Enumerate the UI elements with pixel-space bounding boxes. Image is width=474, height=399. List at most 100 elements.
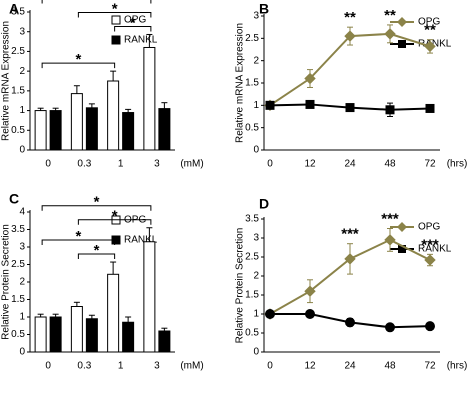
y-tick-label: 2 [253, 271, 259, 282]
x-tick-label: 48 [384, 361, 396, 372]
bar [70, 306, 83, 353]
bar [107, 273, 120, 353]
bar [122, 112, 135, 151]
y-tick-label: 3.5 [11, 7, 25, 18]
significance-star: * [75, 51, 81, 68]
x-tick-label: 12 [304, 159, 316, 170]
y-tick-label: 2.5 [11, 259, 25, 270]
bar [143, 46, 156, 151]
x-tick-label: 3 [154, 159, 160, 170]
x-tick-label: 24 [344, 159, 356, 170]
marker [384, 234, 396, 246]
y-tick-label: 3 [19, 242, 25, 253]
y-tick-label: 0 [19, 145, 25, 156]
y-tick-label: 0 [253, 145, 259, 156]
panel-letter: D [259, 196, 269, 212]
y-tick-label: 0 [19, 347, 25, 358]
x-tick-label: 1 [118, 361, 124, 372]
y-tick-label: 3 [253, 11, 259, 22]
marker [304, 72, 316, 85]
y-tick-label: 2 [253, 55, 259, 66]
marker [344, 253, 356, 265]
x-tick-label: 0 [45, 159, 51, 170]
bar [143, 241, 156, 353]
y-tick-label: 1 [253, 309, 259, 320]
y-tick-label: 2 [19, 66, 25, 77]
significance-bracket [77, 253, 116, 260]
legend-label: RANKL [418, 39, 452, 50]
y-tick-label: 0 [253, 347, 259, 358]
y-tick-label: 2.5 [245, 252, 259, 263]
bar [34, 110, 47, 151]
significance-star: * [112, 208, 118, 225]
panel: D Relative Protein Secretion (hrs) 0 0.5 1 1.5… [235, 196, 468, 372]
significance-bracket [41, 239, 116, 246]
legend-label: RANKL [418, 244, 452, 255]
legend-label: RANKL [124, 235, 158, 246]
legend-label: OPG [124, 15, 146, 26]
x-tick-label: 12 [304, 361, 316, 372]
x-tick-label: 0.3 [77, 361, 91, 372]
panel-letter: B [259, 1, 269, 17]
marker [265, 309, 275, 319]
y-tick-label: 1.5 [11, 85, 25, 96]
significance-bracket [77, 219, 152, 225]
y-tick-label: 3 [253, 233, 259, 244]
significance-bracket [41, 62, 116, 69]
y-tick-label: 1.5 [11, 294, 25, 305]
significance-bracket [114, 25, 152, 32]
legend-label: OPG [418, 17, 440, 28]
legend-swatch [111, 15, 121, 25]
bar [70, 93, 83, 151]
y-tick-label: 1.5 [245, 78, 259, 89]
significance-star: ** [384, 7, 396, 24]
legend-marker [397, 17, 407, 27]
y-tick-label: 0.5 [11, 125, 25, 136]
marker [385, 322, 395, 333]
x-axis-label: (mM) [180, 361, 203, 372]
bar [85, 107, 98, 151]
marker [305, 309, 315, 319]
x-axis-label: (hrs) [447, 361, 468, 372]
marker [424, 40, 436, 53]
x-tick-label: 48 [384, 159, 396, 170]
x-axis-label: (hrs) [447, 159, 468, 170]
x-tick-label: 0 [45, 361, 51, 372]
y-tick-label: 1 [19, 105, 25, 116]
y-tick-label: 0.5 [245, 328, 259, 339]
bar [158, 108, 171, 151]
bar [49, 316, 62, 353]
marker [304, 285, 316, 297]
panel: B Relative mRNA Expression (hrs) 0 0.5 1 1.5 2 2… [235, 1, 468, 170]
y-tick-label: 3.5 [245, 214, 259, 225]
y-tick-label: 3 [19, 26, 25, 37]
y-tick-label: 3.5 [11, 224, 25, 235]
significance-star: * [94, 194, 100, 211]
significance-star: ** [344, 9, 356, 26]
marker [425, 321, 435, 332]
significance-bracket [77, 11, 152, 18]
x-tick-label: 0 [267, 361, 273, 372]
significance-star: * [112, 0, 118, 17]
x-axis-label: (mM) [180, 159, 203, 170]
bar [34, 316, 47, 353]
marker [345, 103, 355, 113]
legend-label: RANKL [124, 35, 158, 46]
marker [345, 317, 355, 328]
significance-star: *** [381, 210, 399, 227]
y-tick-label: 1 [19, 312, 25, 323]
bar [122, 321, 135, 353]
y-tick-label: 1 [253, 100, 259, 111]
bar [49, 110, 62, 151]
y-axis-label: Relative mRNA Expression [235, 23, 246, 143]
marker [424, 254, 436, 266]
x-tick-label: 0.3 [77, 159, 91, 170]
significance-star: * [94, 0, 100, 3]
y-tick-label: 0.5 [11, 329, 25, 340]
legend-label: OPG [418, 222, 440, 233]
x-tick-label: 72 [424, 159, 436, 170]
panel: C Relative Protein Secretion (mM) 0 0.5 1 1.5 2… [1, 191, 204, 372]
x-tick-label: 3 [154, 361, 160, 372]
